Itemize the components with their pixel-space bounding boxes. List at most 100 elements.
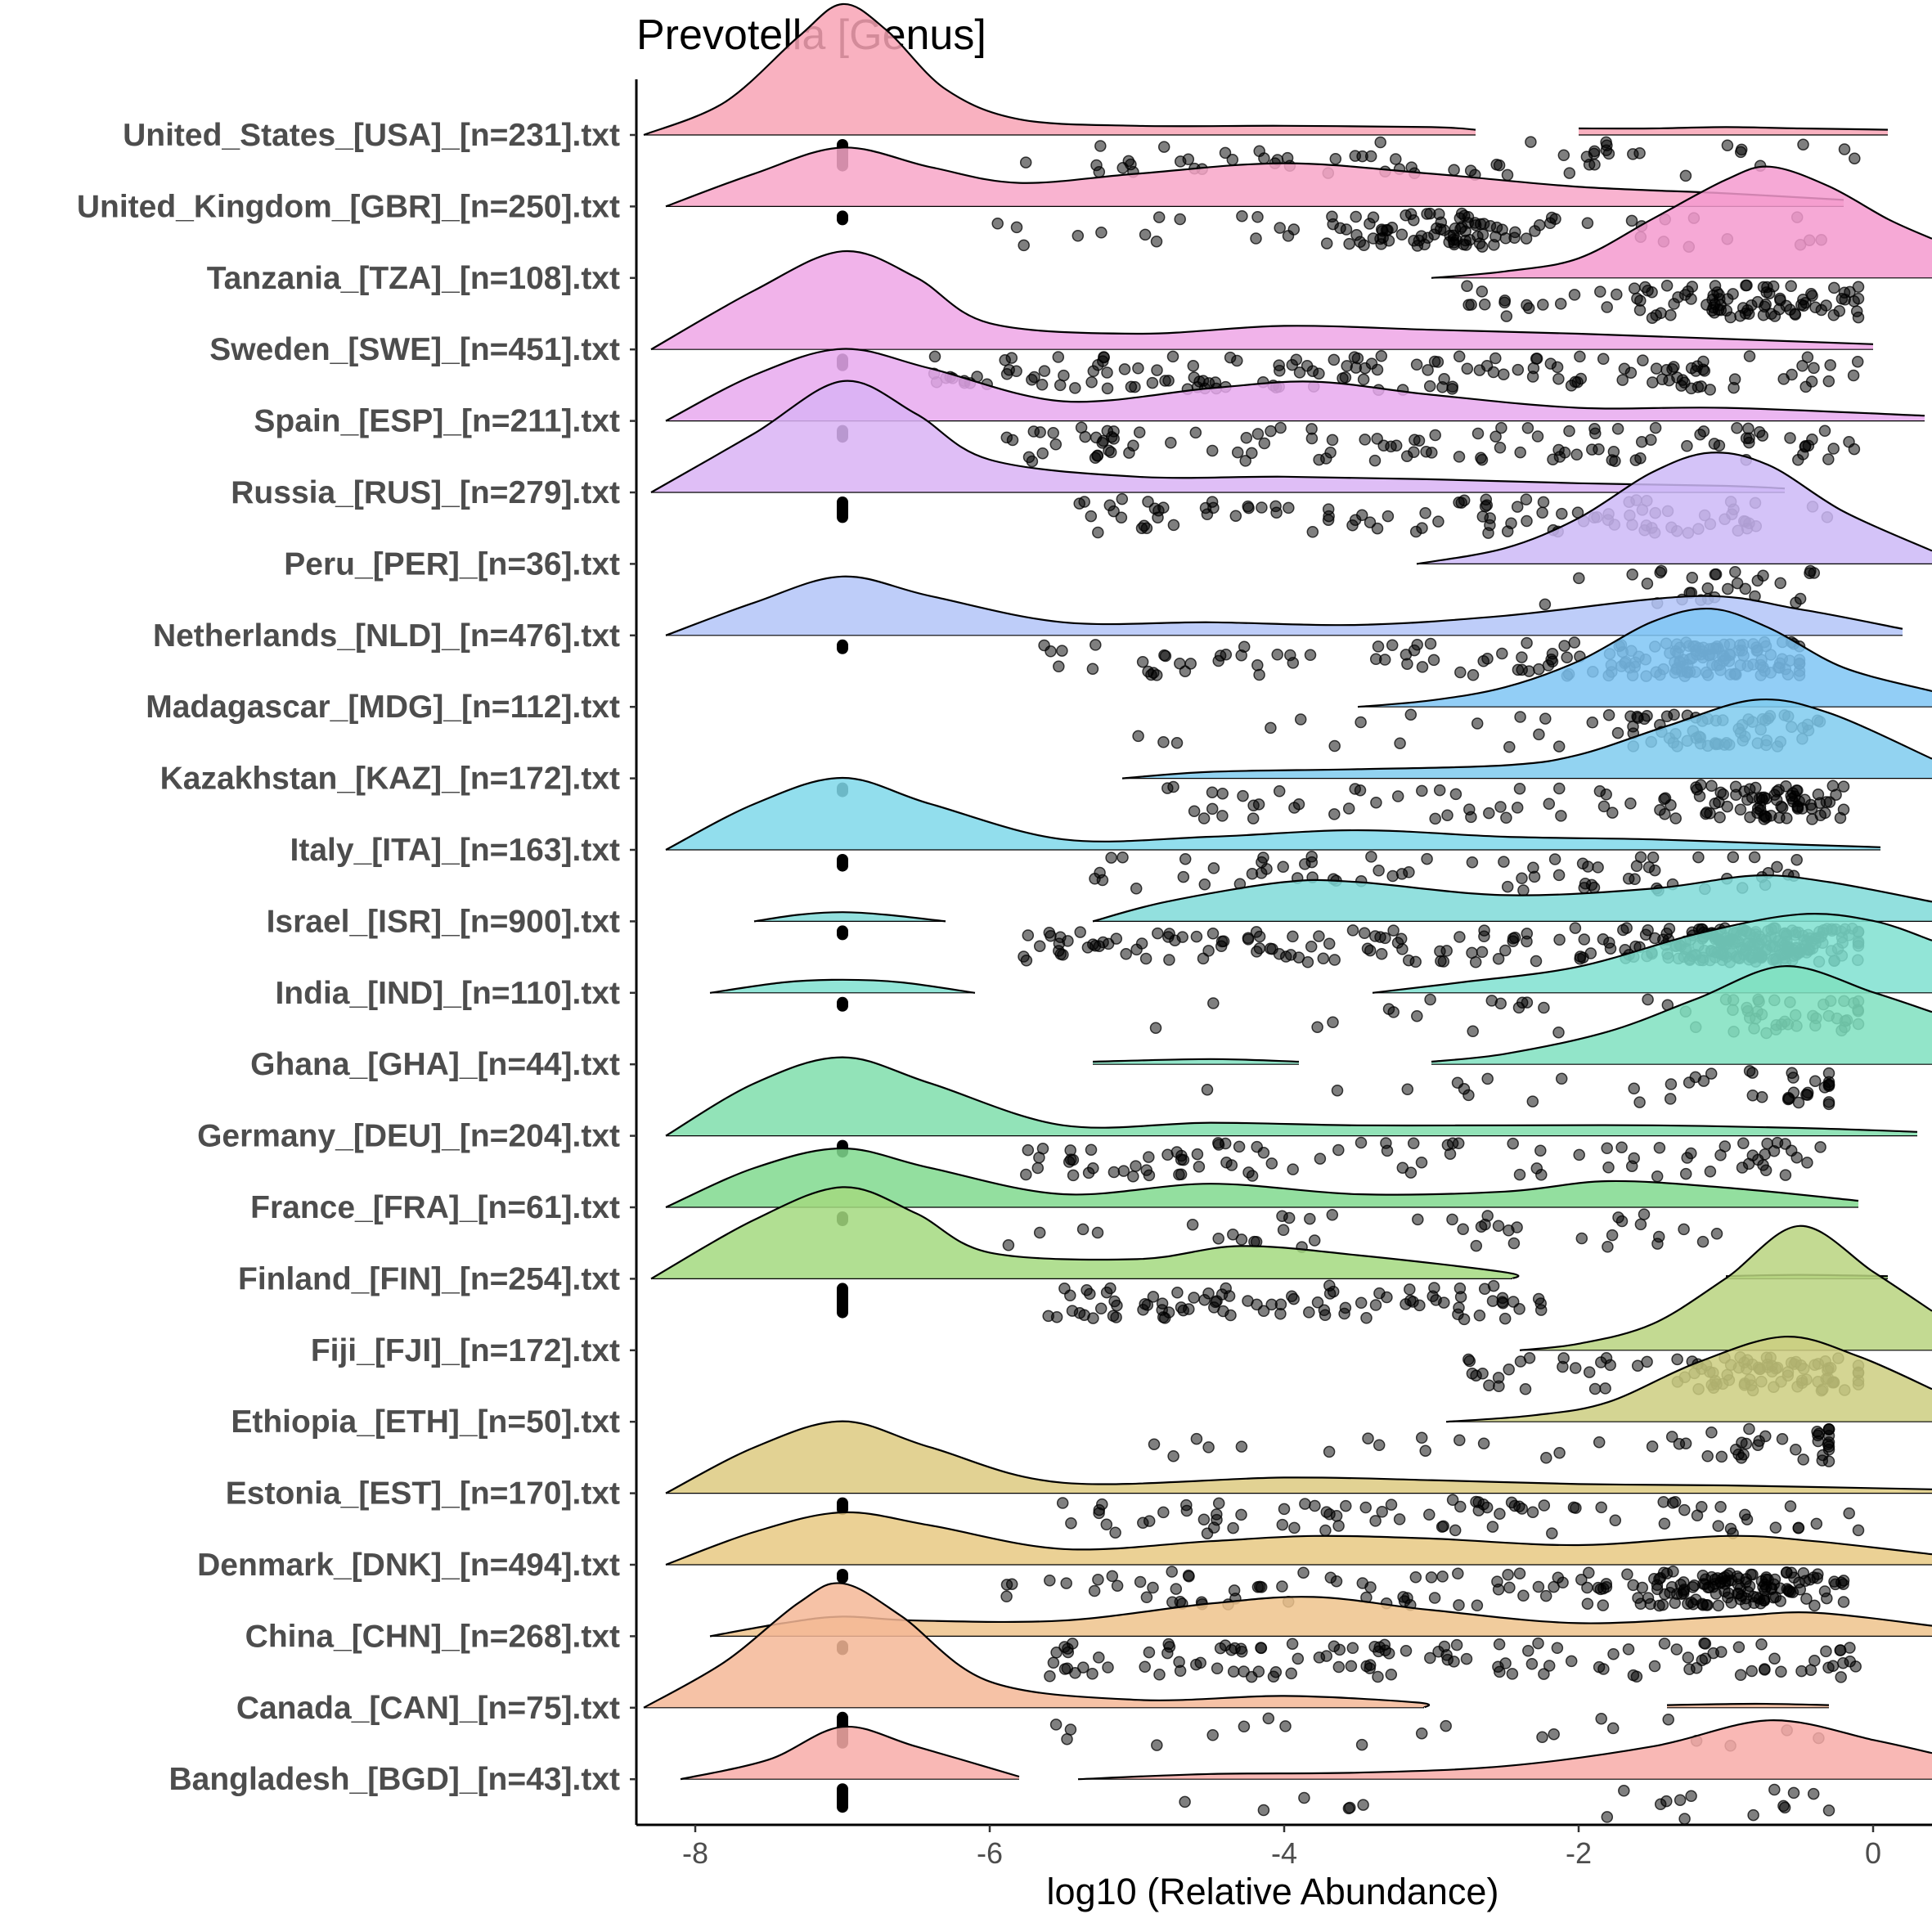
data-point [1665, 1431, 1678, 1443]
data-point [1328, 353, 1341, 366]
data-point [1428, 355, 1441, 368]
data-point [1746, 1665, 1758, 1678]
data-point [1152, 211, 1166, 223]
data-point [1755, 791, 1768, 804]
data-point [1480, 499, 1494, 511]
data-point [1810, 1517, 1823, 1530]
data-point [1177, 1304, 1189, 1317]
data-point [1423, 1508, 1436, 1521]
data-point [1419, 1445, 1431, 1458]
data-point [1183, 1570, 1195, 1583]
data-point [1526, 1095, 1539, 1108]
data-point [1432, 515, 1445, 528]
data-point [1552, 869, 1566, 882]
data-point [1848, 443, 1861, 456]
data-point [1206, 928, 1220, 940]
data-point [1061, 1662, 1074, 1675]
data-point [1575, 1573, 1588, 1586]
data-point [1809, 301, 1822, 314]
y-tick-label: Denmark_[DNK]_[n=494].txt [197, 1548, 620, 1583]
data-point [1532, 1637, 1544, 1650]
data-point [1611, 726, 1624, 739]
data-point [1277, 860, 1289, 874]
data-point [1721, 139, 1734, 151]
data-point [1386, 869, 1399, 883]
data-point [1355, 716, 1367, 729]
data-point [1790, 1151, 1803, 1164]
data-point [1084, 1287, 1096, 1301]
data-point [1551, 1642, 1564, 1655]
data-point [1411, 638, 1423, 651]
data-point [1158, 649, 1170, 662]
data-point [1790, 853, 1803, 866]
y-tick-label: China_[CHN]_[n=268].txt [245, 1619, 620, 1654]
data-point [1514, 711, 1526, 723]
data-point [1539, 1589, 1552, 1602]
data-point [1429, 812, 1441, 825]
data-point [1525, 136, 1537, 148]
data-point [1593, 1436, 1606, 1449]
data-point [1575, 1232, 1588, 1245]
data-point [1743, 1422, 1755, 1436]
data-point [1283, 1211, 1296, 1224]
data-point [1740, 1437, 1753, 1450]
data-point [1207, 862, 1220, 874]
data-point [1091, 449, 1104, 462]
data-point [1600, 1352, 1613, 1364]
data-point [1659, 808, 1671, 820]
data-point [1150, 235, 1163, 248]
data-point [1609, 455, 1621, 467]
data-point [1822, 1098, 1835, 1111]
y-tick-label: France_[FRA]_[n=61].txt [250, 1190, 620, 1225]
data-point [1135, 937, 1148, 950]
data-point [1233, 1140, 1246, 1153]
data-point [1553, 782, 1566, 795]
data-point [1477, 218, 1490, 230]
data-point [1704, 1165, 1717, 1178]
data-point [1423, 380, 1436, 393]
data-point [1142, 496, 1154, 508]
density-cloud [710, 1597, 1932, 1637]
data-point [1665, 1078, 1678, 1090]
data-point [1231, 446, 1244, 459]
data-point [1322, 514, 1335, 526]
data-point [1376, 1506, 1388, 1518]
data-point [1375, 350, 1388, 362]
data-point [1786, 368, 1798, 381]
y-tick-label: Tanzania_[TZA]_[n=108].txt [207, 261, 620, 296]
data-point [1161, 782, 1174, 794]
data-point [1476, 1368, 1489, 1380]
data-point [1478, 1283, 1491, 1296]
data-point [1473, 1310, 1486, 1322]
data-point [1533, 219, 1546, 231]
data-point [1626, 568, 1638, 581]
data-point [1201, 1083, 1214, 1096]
data-point [1607, 1647, 1620, 1660]
data-point [1452, 1567, 1464, 1580]
data-point [1692, 851, 1705, 864]
data-point [1563, 167, 1576, 179]
data-point [1050, 1647, 1063, 1659]
density-outline [1092, 1058, 1300, 1063]
density-cloud [681, 1726, 1019, 1780]
data-point [1747, 1808, 1759, 1822]
data-point [1216, 787, 1229, 800]
zero-value-points [837, 210, 848, 226]
data-point [1533, 728, 1545, 741]
data-point [1534, 1144, 1547, 1157]
data-point [1132, 730, 1144, 743]
data-point [1460, 1652, 1473, 1665]
data-point [1108, 433, 1120, 445]
data-point [1231, 354, 1243, 367]
data-point [1424, 637, 1437, 650]
data-point [1357, 373, 1370, 386]
data-point [1424, 1651, 1436, 1665]
data-point [1696, 1235, 1710, 1248]
data-point [1631, 292, 1643, 305]
data-point [1455, 496, 1467, 509]
data-point [1069, 382, 1081, 394]
data-point [1714, 786, 1727, 799]
data-point [1305, 423, 1318, 435]
data-point [1742, 308, 1755, 320]
data-point [1174, 657, 1186, 670]
